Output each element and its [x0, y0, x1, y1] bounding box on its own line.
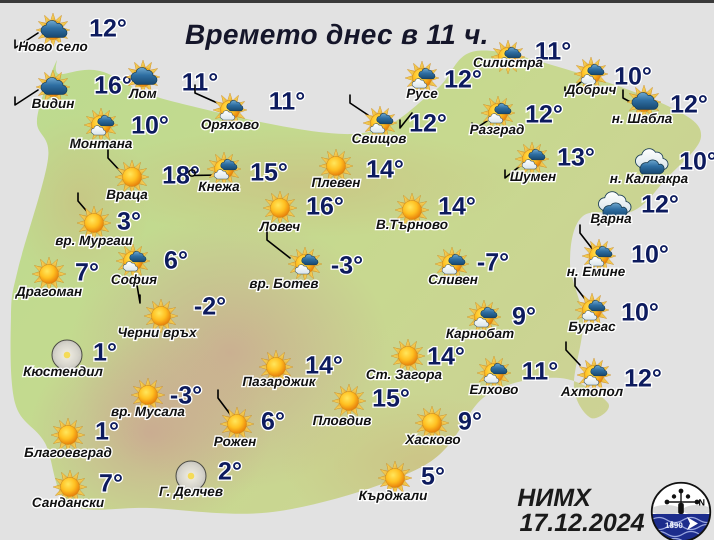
svg-text:Плевен: Плевен: [312, 175, 361, 190]
svg-text:Бургас: Бургас: [568, 319, 616, 334]
svg-text:15°: 15°: [372, 385, 410, 413]
svg-text:Черни връх: Черни връх: [118, 325, 197, 340]
svg-text:9°: 9°: [458, 408, 482, 436]
svg-text:Русе: Русе: [406, 86, 438, 101]
svg-text:Шумен: Шумен: [510, 169, 556, 184]
svg-text:16°: 16°: [94, 72, 132, 100]
svg-text:15°: 15°: [250, 159, 288, 187]
svg-text:12°: 12°: [641, 191, 679, 219]
svg-text:Елхово: Елхово: [470, 382, 519, 397]
svg-text:6°: 6°: [261, 408, 285, 436]
svg-text:17.12.2024: 17.12.2024: [519, 509, 644, 537]
svg-text:-7°: -7°: [477, 249, 509, 277]
svg-text:Сандански: Сандански: [32, 495, 105, 510]
svg-text:7°: 7°: [75, 259, 99, 287]
svg-text:11°: 11°: [182, 69, 218, 97]
svg-text:Ловеч: Ловеч: [259, 219, 301, 234]
svg-text:Силистра: Силистра: [473, 55, 543, 70]
svg-text:Видин: Видин: [32, 96, 75, 111]
svg-text:Лом: Лом: [128, 86, 157, 101]
svg-text:Сливен: Сливен: [428, 272, 478, 287]
svg-text:Кърджали: Кърджали: [359, 488, 429, 503]
svg-text:1°: 1°: [93, 339, 117, 367]
svg-text:Ахтопол: Ахтопол: [560, 384, 624, 399]
svg-text:н. Шабла: н. Шабла: [612, 111, 673, 126]
svg-text:Хасково: Хасково: [404, 432, 460, 447]
svg-text:вр. Мургаш: вр. Мургаш: [55, 233, 133, 248]
svg-text:Благоевград: Благоевград: [24, 445, 112, 460]
svg-text:София: София: [111, 272, 157, 287]
svg-text:-2°: -2°: [194, 293, 226, 321]
svg-text:12°: 12°: [624, 365, 662, 393]
svg-text:7°: 7°: [99, 470, 123, 498]
svg-text:Враца: Враца: [106, 187, 148, 202]
svg-text:11°: 11°: [522, 358, 558, 386]
svg-text:-3°: -3°: [331, 252, 363, 280]
svg-text:Свищов: Свищов: [352, 131, 407, 146]
svg-text:N: N: [699, 497, 706, 507]
svg-text:Ново село: Ново село: [18, 39, 87, 54]
svg-text:11°: 11°: [269, 88, 305, 116]
svg-text:вр. Ботев: вр. Ботев: [249, 276, 318, 291]
svg-text:Ст. Загора: Ст. Загора: [366, 367, 443, 382]
svg-text:10°: 10°: [631, 241, 669, 269]
svg-text:Пазарджик: Пазарджик: [242, 374, 316, 389]
svg-text:Добрич: Добрич: [565, 82, 617, 97]
svg-text:НИМХ: НИМХ: [517, 484, 592, 512]
svg-text:13°: 13°: [557, 144, 595, 172]
svg-text:В.Търново: В.Търново: [376, 217, 448, 232]
svg-text:Варна: Варна: [590, 211, 632, 226]
svg-text:3°: 3°: [117, 208, 141, 236]
svg-text:10°: 10°: [614, 63, 652, 91]
svg-text:Кюстендил: Кюстендил: [23, 364, 103, 379]
svg-text:Времето днес в 11 ч.: Времето днес в 11 ч.: [185, 19, 489, 50]
svg-text:н. Емине: н. Емине: [567, 264, 626, 279]
svg-text:Драгоман: Драгоман: [15, 284, 82, 299]
svg-text:вр. Мусала: вр. Мусала: [111, 404, 185, 419]
svg-text:6°: 6°: [164, 247, 188, 275]
svg-text:Разград: Разград: [470, 122, 525, 137]
svg-text:Пловдив: Пловдив: [313, 413, 372, 428]
svg-text:12°: 12°: [525, 101, 563, 129]
svg-text:10°: 10°: [621, 299, 659, 327]
svg-text:Карнобат: Карнобат: [446, 326, 514, 341]
svg-text:16°: 16°: [306, 193, 344, 221]
svg-text:12°: 12°: [409, 110, 447, 138]
svg-text:Г. Делчев: Г. Делчев: [159, 484, 223, 499]
svg-text:н. Калиакра: н. Калиакра: [610, 171, 689, 186]
svg-text:Монтана: Монтана: [70, 136, 133, 151]
svg-text:10°: 10°: [131, 112, 169, 140]
svg-text:Рожен: Рожен: [214, 434, 257, 449]
svg-text:2°: 2°: [218, 458, 242, 486]
svg-text:Кнежа: Кнежа: [198, 179, 240, 194]
svg-text:9°: 9°: [512, 303, 536, 331]
svg-text:5°: 5°: [421, 463, 445, 491]
svg-text:12°: 12°: [89, 15, 127, 43]
svg-text:14°: 14°: [366, 156, 404, 184]
svg-text:1°: 1°: [95, 418, 119, 446]
svg-text:Оряхово: Оряхово: [201, 117, 259, 132]
svg-text:12°: 12°: [670, 91, 708, 119]
svg-text:1890: 1890: [665, 521, 683, 530]
